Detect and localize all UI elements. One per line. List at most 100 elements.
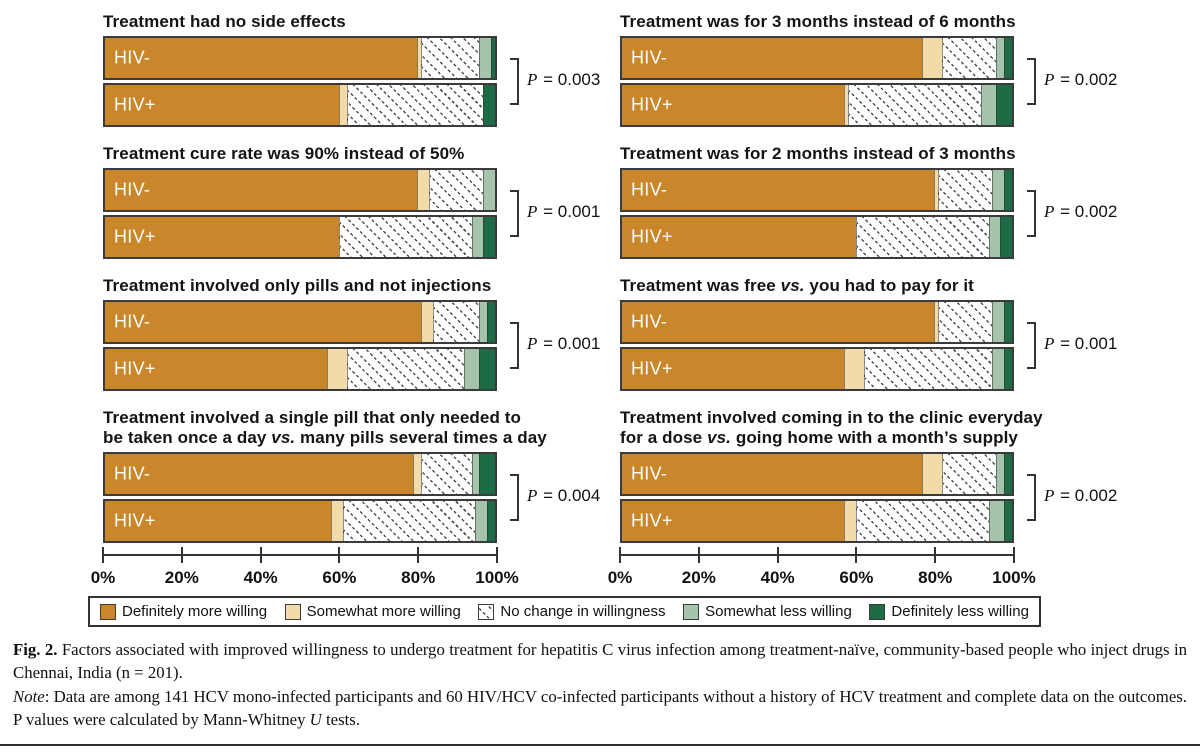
- p-value-label: P = 0.001: [1044, 334, 1118, 353]
- p-value-label: P = 0.002: [1044, 202, 1118, 221]
- p-value-bracket: [1027, 322, 1036, 369]
- chart-panel: Treatment was for 2 months instead of 3 …: [620, 144, 1117, 259]
- legend-label: No change in willingness: [500, 603, 666, 620]
- somewhat-less-willing-segment: [988, 501, 1005, 541]
- stacked-bar-hivneg: HIV-: [620, 36, 1014, 80]
- panel-title-line: Treatment had no side effects: [103, 12, 346, 31]
- stacked-bar-hivpos: HIV+: [103, 347, 497, 391]
- bar-group-label: HIV+: [631, 358, 673, 379]
- caption-segment: Fig. 2.: [13, 640, 58, 659]
- definitely-less-willing-segment: [1004, 454, 1012, 494]
- no-change-segment: [420, 454, 472, 494]
- p-value-label: P = 0.002: [1044, 486, 1118, 505]
- panel-title-line: Treatment cure rate was 90% instead of 5…: [103, 144, 465, 163]
- chart-panel: Treatment had no side effects HIV- HIV+ P =…: [103, 12, 600, 127]
- somewhat-more-willing-segment: [327, 349, 347, 389]
- p-value-bracket: [1027, 58, 1036, 105]
- no-change-segment: [428, 170, 484, 210]
- no-change-segment: [863, 349, 993, 389]
- panel-title-line: Treatment was free vs. you had to pay fo…: [620, 276, 974, 295]
- no-change-segment: [346, 85, 484, 125]
- axis-tick-label: 100%: [992, 568, 1036, 587]
- somewhat-less-willing-segment: [479, 302, 488, 342]
- panel-title: Treatment involved only pills and not in…: [103, 276, 497, 296]
- axis-tick-label: 40%: [243, 568, 278, 587]
- definitely-less-willing-segment: [1004, 501, 1012, 541]
- definitely-more-willing-segment: [105, 501, 332, 541]
- definitely-more-willing-segment: [622, 501, 845, 541]
- chart-panel: Treatment cure rate was 90% instead of 5…: [103, 144, 600, 259]
- somewhat-more-willing-segment: [420, 302, 433, 342]
- stacked-bar-hivpos: HIV+: [620, 83, 1014, 127]
- caption-fig-text: Fig. 2. Factors associated with improved…: [13, 638, 1187, 685]
- legend: Definitely more willing Somewhat more wil…: [88, 596, 1041, 627]
- chart-column-left: Treatment had no side effects HIV- HIV+ P =…: [103, 12, 600, 560]
- p-value-label: P = 0.004: [527, 486, 601, 505]
- legend-item: No change in willingness: [478, 603, 666, 620]
- definitely-more-willing-segment: [105, 302, 421, 342]
- axis-tick-label: 20%: [164, 568, 199, 587]
- p-value-bracket: [510, 58, 519, 105]
- p-value-label: P = 0.001: [527, 334, 601, 353]
- axis-tick-label: 60%: [839, 568, 874, 587]
- legend-item: Somewhat less willing: [683, 603, 852, 620]
- legend-item: Somewhat more willing: [284, 603, 461, 620]
- somewhat-more-willing-segment: [844, 85, 849, 125]
- panel-title-line: Treatment involved coming in to the clin…: [620, 408, 1043, 427]
- somewhat-more-willing-segment: [331, 501, 343, 541]
- definitely-more-willing-segment: [622, 85, 845, 125]
- stacked-bar-hivpos: HIV+: [620, 499, 1014, 543]
- no-change-segment: [941, 38, 997, 78]
- axis-tick-label: 20%: [681, 568, 716, 587]
- stacked-bar-hivneg: HIV-: [620, 300, 1014, 344]
- axis-tick-label: 0%: [90, 568, 116, 587]
- definitely-less-willing-segment: [1004, 302, 1012, 342]
- somewhat-less-willing-segment: [992, 170, 1005, 210]
- definitely-less-willing-segment: [479, 349, 495, 389]
- definitely-more-willing-segment: [622, 170, 934, 210]
- bar-group-label: HIV-: [631, 47, 668, 68]
- definitely-less-willing-segment: [479, 454, 495, 494]
- stacked-bar-hivpos: HIV+: [103, 83, 497, 127]
- axis-tick: [102, 547, 104, 563]
- chart-panel: Treatment involved coming in to the clin…: [620, 408, 1117, 543]
- somewhat-less-willing-segment: [479, 38, 492, 78]
- bar-group-label: HIV-: [114, 47, 151, 68]
- definitely-more-swatch: [100, 603, 116, 620]
- definitely-more-willing-segment: [105, 85, 339, 125]
- legend-item: Definitely more willing: [100, 603, 267, 620]
- p-value-bracket: [510, 322, 519, 369]
- axis-tick-label: 0%: [607, 568, 633, 587]
- definitely-more-willing-segment: [622, 217, 856, 257]
- bar-group-label: HIV+: [631, 94, 673, 115]
- somewhat-more-willing-segment: [922, 38, 942, 78]
- somewhat-more-willing-segment: [417, 170, 429, 210]
- no-change-segment: [339, 217, 472, 257]
- somewhat-more-willing-segment: [417, 38, 421, 78]
- axis-tick-label: 100%: [475, 568, 519, 587]
- definitely-less-swatch: [869, 603, 886, 620]
- legend-label: Definitely more willing: [122, 603, 268, 620]
- somewhat-less-willing-segment: [996, 38, 1005, 78]
- axis-tick: [776, 547, 779, 563]
- no-change-segment: [432, 302, 480, 342]
- somewhat-less-willing-segment: [471, 217, 484, 257]
- somewhat-less-willing-segment: [988, 217, 1001, 257]
- somewhat-less-swatch: [683, 603, 700, 620]
- p-value-bracket: [510, 474, 519, 521]
- axis-tick: [1013, 547, 1015, 563]
- panel-title-line: Treatment involved a single pill that on…: [103, 408, 521, 427]
- bar-group-label: HIV+: [631, 510, 673, 531]
- panel-title: Treatment was for 3 months instead of 6 …: [620, 12, 1016, 32]
- axis-tick: [934, 547, 937, 563]
- bar-group-label: HIV-: [631, 311, 668, 332]
- panel-title: Treatment was for 2 months instead of 3 …: [620, 144, 1016, 164]
- definitely-less-willing-segment: [491, 38, 495, 78]
- no-change-segment: [937, 302, 993, 342]
- axis-tick: [697, 547, 700, 563]
- panel-title-line: for a dose vs. going home with a month’s…: [620, 428, 1018, 447]
- legend-label: Somewhat more willing: [306, 603, 461, 620]
- panel-title-line: Treatment involved only pills and not in…: [103, 276, 492, 295]
- legend-label: Definitely less willing: [891, 603, 1029, 620]
